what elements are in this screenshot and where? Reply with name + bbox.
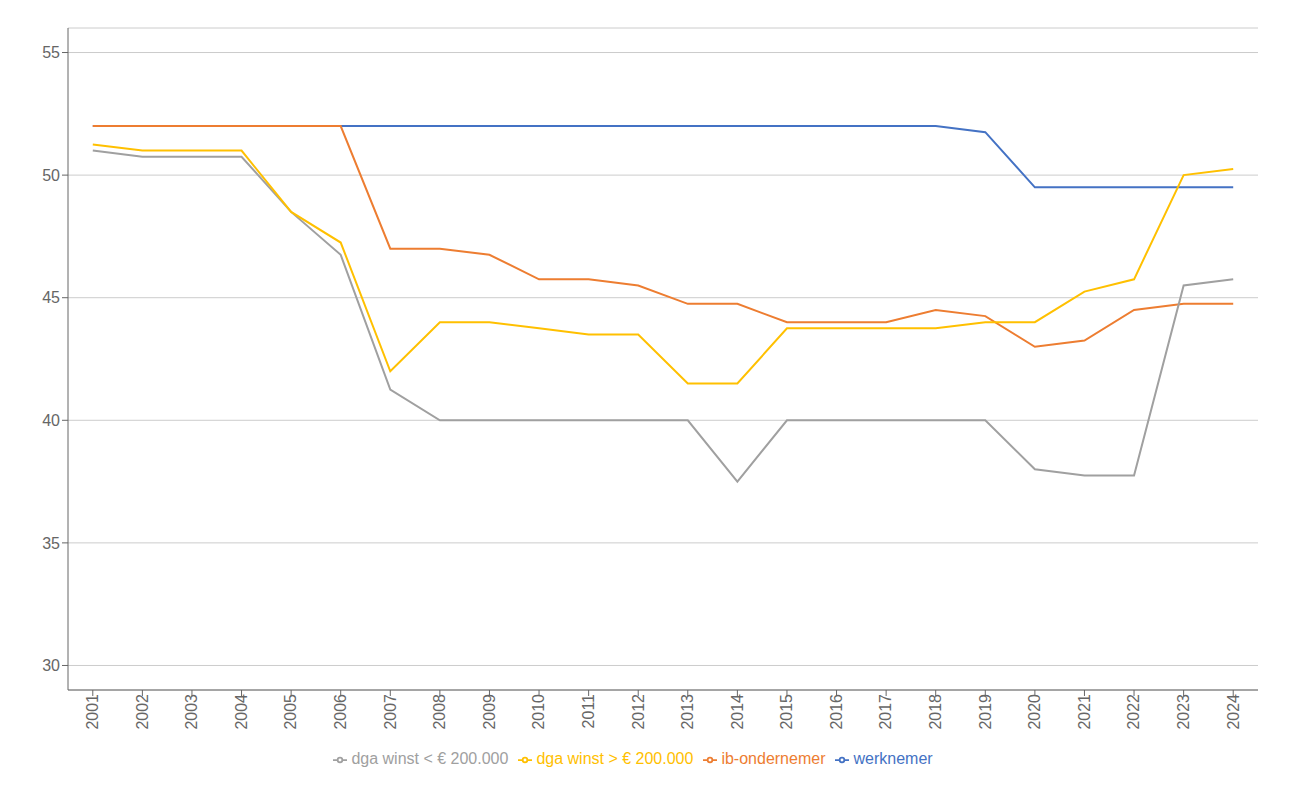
svg-text:50: 50 [42, 167, 60, 184]
svg-text:2019: 2019 [977, 694, 994, 730]
svg-text:2024: 2024 [1225, 694, 1242, 730]
svg-text:2018: 2018 [927, 694, 944, 730]
svg-text:2015: 2015 [778, 694, 795, 730]
html-text:werknemer: werknemer [853, 750, 933, 767]
svg-text:2009: 2009 [481, 694, 498, 730]
svg-text:2016: 2016 [828, 694, 845, 730]
svg-text:2010: 2010 [530, 694, 547, 730]
svg-text:2012: 2012 [630, 694, 647, 730]
svg-text:2007: 2007 [382, 694, 399, 730]
svg-text:2011: 2011 [580, 694, 597, 729]
svg-text:45: 45 [42, 289, 60, 306]
svg-text:2006: 2006 [332, 694, 349, 730]
svg-text:40: 40 [42, 412, 60, 429]
svg-text:2017: 2017 [877, 694, 894, 730]
svg-text:2004: 2004 [233, 694, 250, 730]
svg-text:2014: 2014 [729, 694, 746, 730]
svg-text:2002: 2002 [134, 694, 151, 730]
svg-text:2022: 2022 [1125, 694, 1142, 730]
svg-text:2005: 2005 [282, 694, 299, 730]
svg-text:2008: 2008 [431, 694, 448, 730]
html-text:dga winst > € 200.000: dga winst > € 200.000 [536, 750, 694, 767]
svg-text:2001: 2001 [84, 694, 101, 730]
svg-text:2013: 2013 [679, 694, 696, 730]
svg-text:55: 55 [42, 44, 60, 61]
svg-text:2021: 2021 [1076, 694, 1093, 730]
svg-text:30: 30 [42, 657, 60, 674]
svg-text:2020: 2020 [1026, 694, 1043, 730]
html-text:dga winst < € 200.000: dga winst < € 200.000 [351, 750, 509, 767]
svg-text:35: 35 [42, 535, 60, 552]
html-text:ib-ondernemer: ib-ondernemer [721, 750, 826, 767]
svg-text:2003: 2003 [183, 694, 200, 730]
svg-text:2023: 2023 [1175, 694, 1192, 730]
